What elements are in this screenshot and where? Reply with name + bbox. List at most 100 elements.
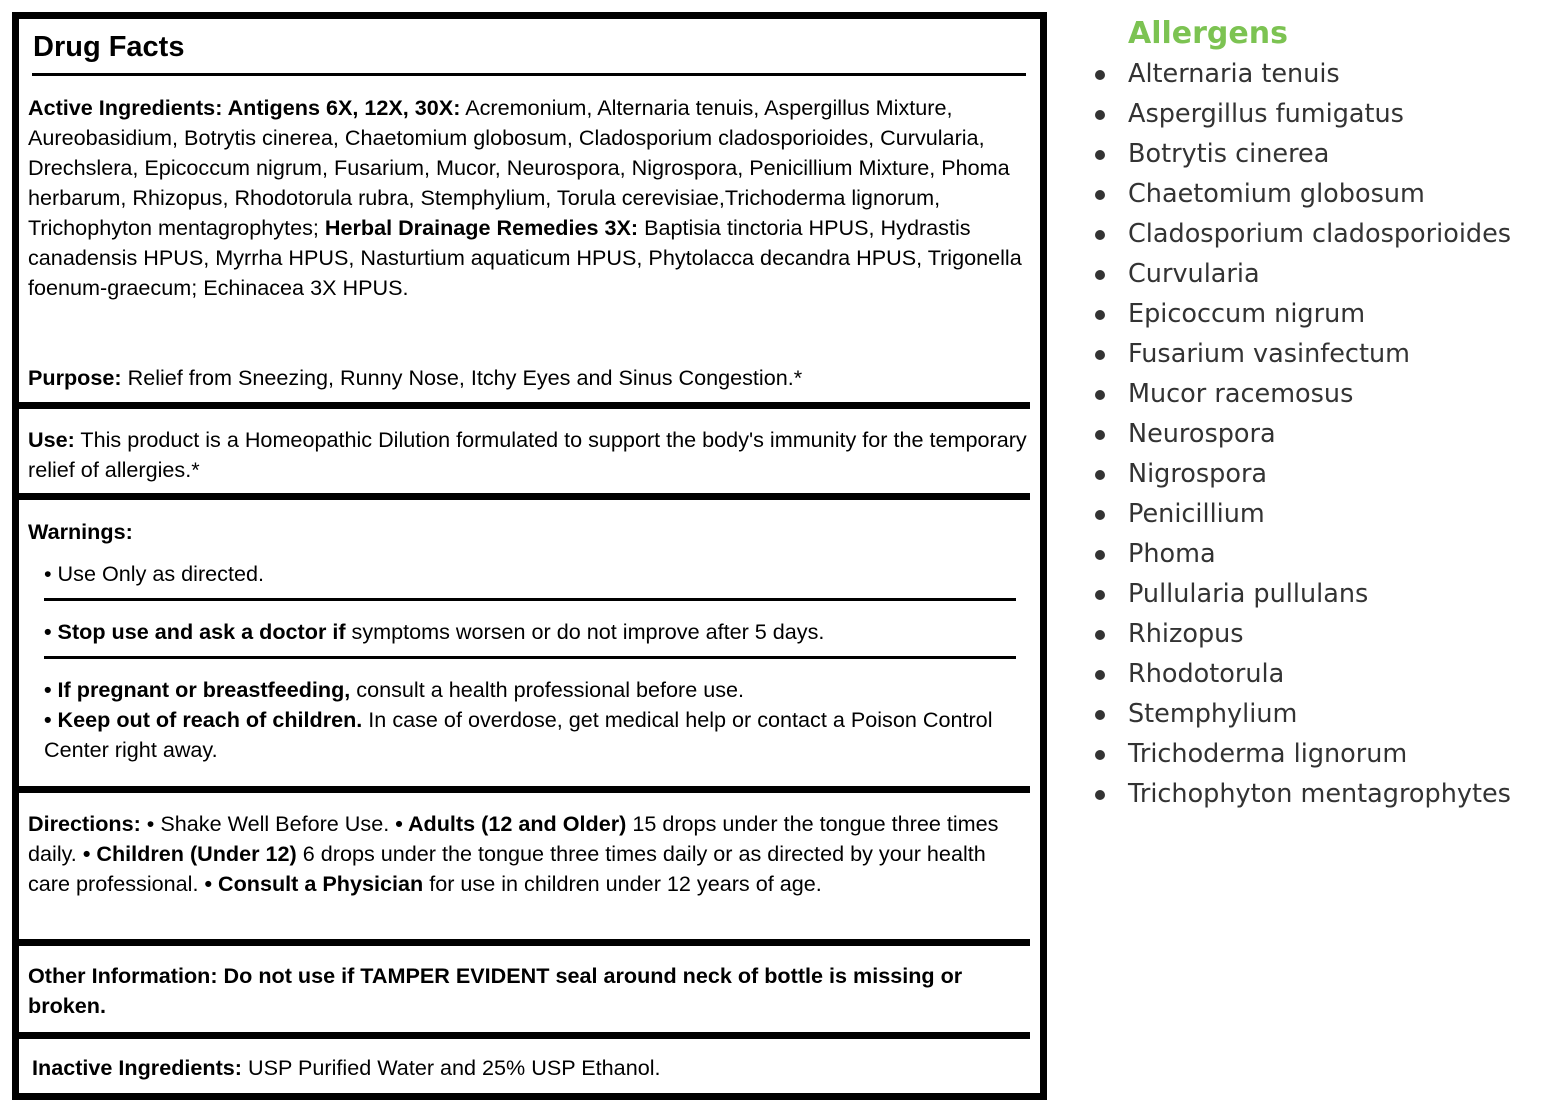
allergen-item: Alternaria tenuis [1092,54,1511,94]
allergen-label: Phoma [1128,539,1216,569]
warning-bold: • If pregnant or breastfeeding, [44,677,351,702]
allergen-item: Nigrospora [1092,454,1511,494]
drug-facts-panel [12,12,1047,1100]
allergens-panel: Allergens Alternaria tenuis Aspergillus f… [1092,14,1511,814]
allergen-label: Mucor racemosus [1128,379,1354,409]
title-rule [32,73,1026,76]
directions-bold: • Consult a Physician [204,871,424,896]
section-divider [16,1032,1030,1039]
bullet-icon [1095,270,1105,280]
bullet-icon [1095,350,1105,360]
bullet-icon [1095,70,1105,80]
allergen-label: Aspergillus fumigatus [1128,99,1404,129]
allergen-label: Fusarium vasinfectum [1128,339,1410,369]
directions-text: • Shake Well Before Use. [140,811,396,836]
bullet-icon [1095,550,1105,560]
allergen-item: Chaetomium globosum [1092,174,1511,214]
allergen-item: Rhizopus [1092,614,1511,654]
allergen-label: Neurospora [1128,419,1276,449]
warning-item: • Use Only as directed. [44,561,264,586]
bullet-icon [1095,510,1105,520]
allergen-item: Phoma [1092,534,1511,574]
allergen-label: Rhodotorula [1128,659,1285,689]
active-text: Acremonium, Alternaria tenuis, Aspergill… [28,95,1010,240]
bullet-icon [1095,190,1105,200]
directions-bold: • Children (Under 12) [82,841,297,866]
allergen-item: Mucor racemosus [1092,374,1511,414]
warnings-label: Warnings: [28,517,133,547]
allergen-label: Pullularia pullulans [1128,579,1369,609]
warning-item: • If pregnant or breastfeeding, consult … [44,675,1024,765]
warning-text: symptoms worsen or do not improve after … [345,619,825,644]
allergen-item: Trichoderma lignorum [1092,734,1511,774]
allergen-item: Trichophyton mentagrophytes [1092,774,1511,814]
herbal-label: Herbal Drainage Remedies 3X: [324,215,639,240]
section-divider [16,402,1030,409]
bullet-icon [1095,430,1105,440]
directions-text: for use in children under 12 years of ag… [423,871,822,896]
allergen-label: Trichoderma lignorum [1128,739,1408,769]
warning-item: • Stop use and ask a doctor if symptoms … [44,617,1024,647]
bullet-icon [1095,110,1105,120]
allergen-item: Botrytis cinerea [1092,134,1511,174]
purpose: Purpose: Relief from Sneezing, Runny Nos… [28,363,1028,393]
allergen-label: Cladosporium cladosporioides [1128,219,1512,249]
allergen-label: Epicoccum nigrum [1128,299,1366,329]
purpose-label: Purpose: [28,365,122,390]
allergen-item: Epicoccum nigrum [1092,294,1511,334]
warning-divider [44,656,1016,659]
allergen-item: Rhodotorula [1092,654,1511,694]
bullet-icon [1095,390,1105,400]
bullet-icon [1095,790,1105,800]
bullet-icon [1095,590,1105,600]
directions: Directions: • Shake Well Before Use. • A… [28,809,1028,899]
drug-facts-title: Drug Facts [33,31,185,63]
allergen-item: Aspergillus fumigatus [1092,94,1511,134]
allergen-item: Stemphylium [1092,694,1511,734]
allergen-item: Cladosporium cladosporioides [1092,214,1511,254]
section-divider [16,786,1030,793]
use-label: Use: [28,427,75,452]
bullet-icon [1095,630,1105,640]
active-ingredients: Active Ingredients: Antigens 6X, 12X, 30… [28,93,1028,303]
bullet-icon [1095,470,1105,480]
inactive-text: USP Purified Water and 25% USP Ethanol. [242,1055,661,1080]
allergen-label: Alternaria tenuis [1128,59,1340,89]
allergen-label: Rhizopus [1128,619,1244,649]
allergen-label: Stemphylium [1128,699,1298,729]
allergen-label: Trichophyton mentagrophytes [1128,779,1511,809]
allergen-item: Curvularia [1092,254,1511,294]
allergen-item: Fusarium vasinfectum [1092,334,1511,374]
allergens-title: Allergens [1128,16,1288,51]
bullet-icon [1095,150,1105,160]
warning-text: consult a health professional before use… [350,677,745,702]
warning-divider [44,598,1016,601]
directions-label: Directions: [28,811,141,836]
inactive-ingredients: Inactive Ingredients: USP Purified Water… [32,1053,1032,1083]
allergens-list: Alternaria tenuis Aspergillus fumigatus Bo… [1092,54,1511,814]
directions-text: 6 drops under the tongue three times dai… [28,841,986,896]
inactive-label: Inactive Ingredients: [32,1055,242,1080]
warnings-heading: Warnings: [28,519,133,544]
bullet-icon [1095,710,1105,720]
directions-bold: • Adults (12 and Older) [395,811,627,836]
use: Use: This product is a Homeopathic Dilut… [28,425,1028,485]
bullet-icon [1095,750,1105,760]
allergen-label: Nigrospora [1128,459,1268,489]
bullet-icon [1095,230,1105,240]
use-text: This product is a Homeopathic Dilution f… [28,427,1027,482]
warning-text: In case of overdose, get medical help or… [44,707,993,762]
allergen-label: Botrytis cinerea [1128,139,1330,169]
herbal-text: Baptisia tinctoria HPUS, Hydrastis canad… [28,215,1022,300]
allergen-item: Pullularia pullulans [1092,574,1511,614]
active-label: Active Ingredients: Antigens 6X, 12X, 30… [28,95,461,120]
allergen-label: Chaetomium globosum [1128,179,1425,209]
bullet-icon [1095,310,1105,320]
other-information: Other Information: Do not use if TAMPER … [28,963,963,1018]
warning-bold: • Keep out of reach of children. [44,707,363,732]
section-divider [16,493,1030,500]
allergen-item: Neurospora [1092,414,1511,454]
allergen-item: Penicillium [1092,494,1511,534]
purpose-text: Relief from Sneezing, Runny Nose, Itchy … [121,365,803,390]
section-divider [16,939,1030,946]
